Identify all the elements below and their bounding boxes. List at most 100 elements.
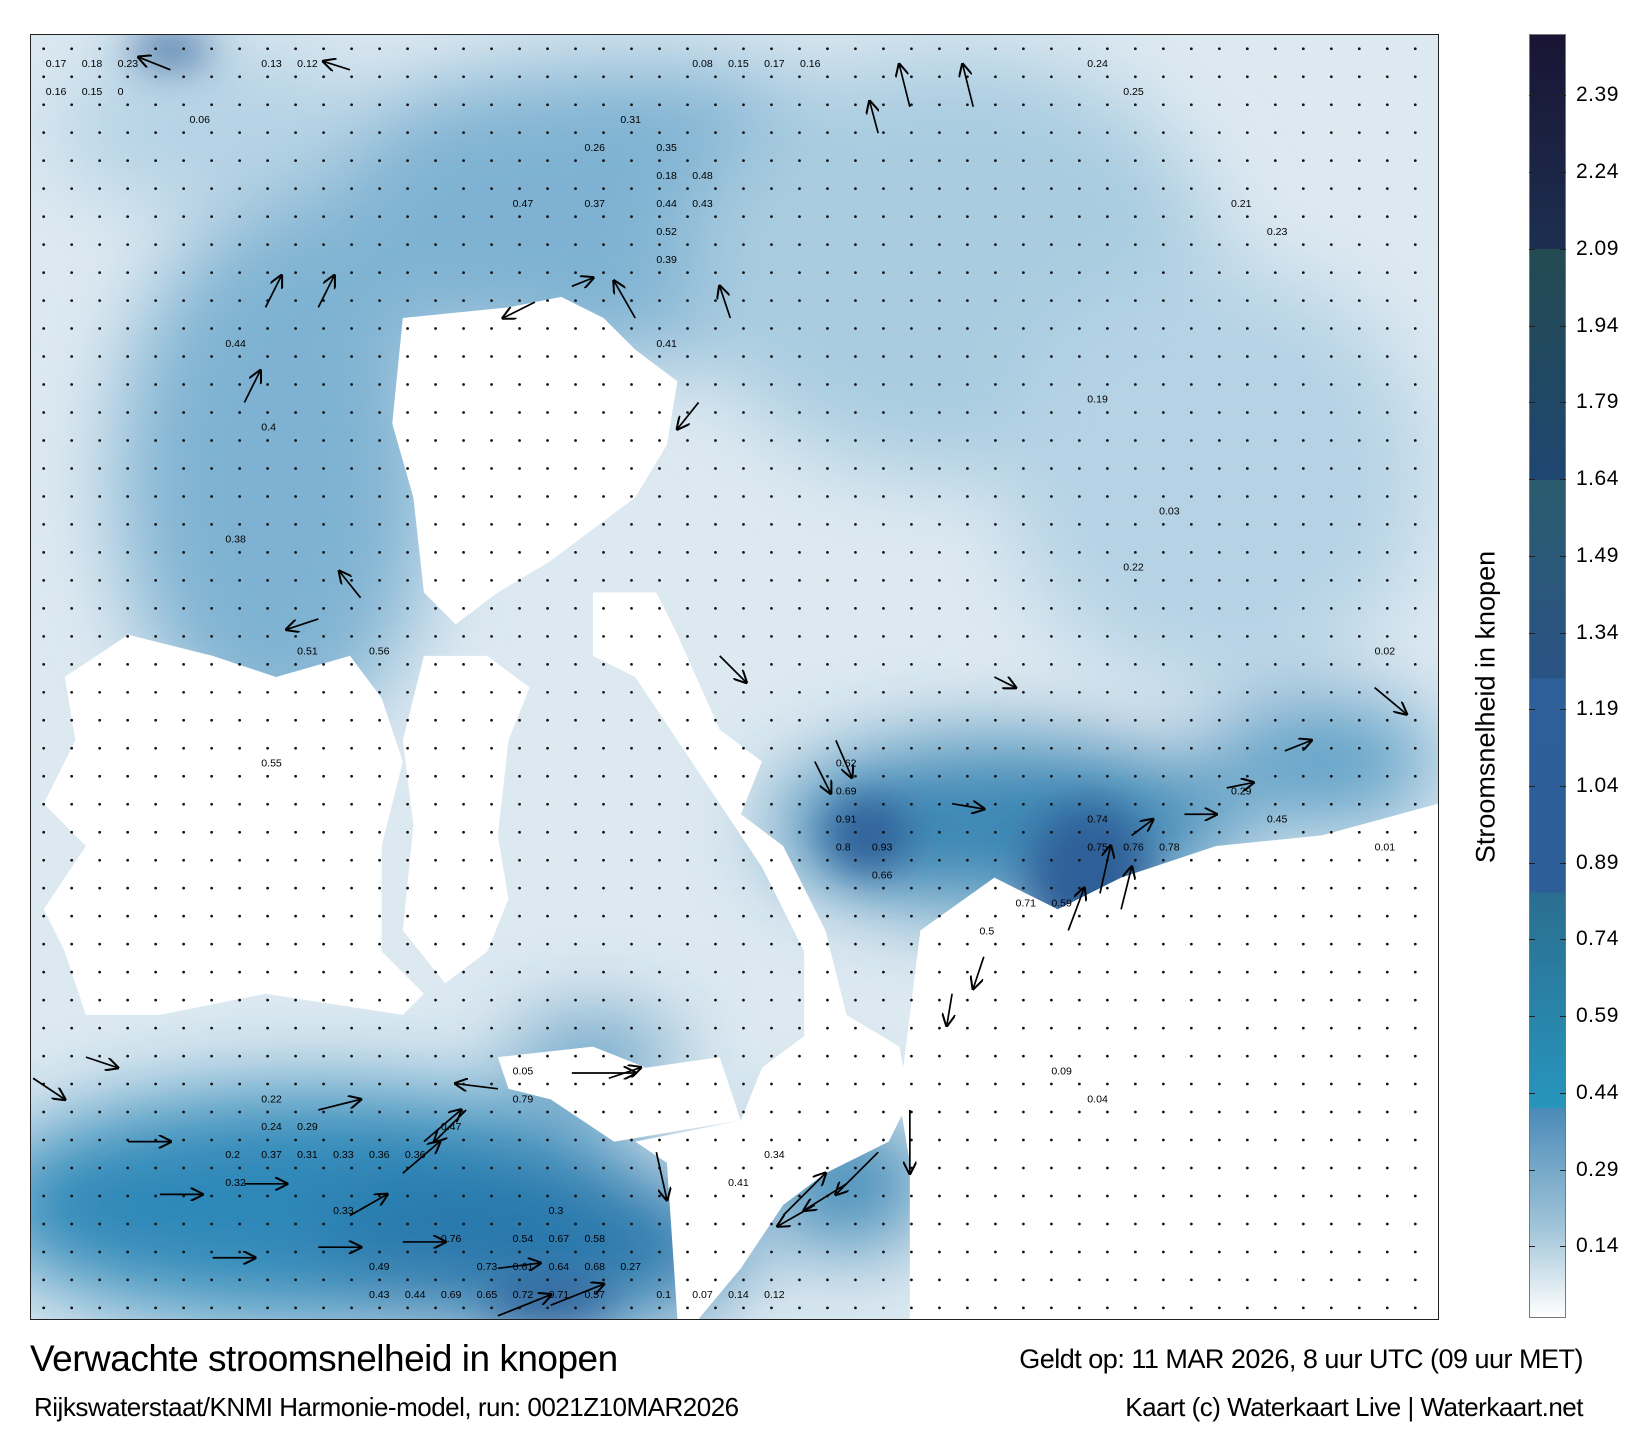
grid-dot: [994, 1194, 997, 1198]
grid-dot: [490, 1194, 493, 1198]
grid-dot: [1133, 187, 1137, 191]
grid-dot: [742, 159, 745, 163]
grid-dot: [490, 718, 493, 722]
grid-dot: [1106, 103, 1109, 107]
grid-dot: [126, 1306, 130, 1310]
current-arrow: [85, 1056, 118, 1068]
grid-dot: [770, 551, 773, 554]
grid-dot: [546, 411, 549, 414]
grid-dot: [854, 47, 857, 51]
grid-dot: [1133, 1054, 1137, 1058]
grid-dot: [630, 1110, 633, 1114]
grid-dot: [882, 774, 885, 778]
grid-dot: [1273, 970, 1277, 974]
grid-dot: [42, 299, 46, 302]
speed-value-label: 0.22: [1123, 562, 1144, 574]
grid-dot: [490, 1278, 493, 1282]
grid-dot: [1413, 551, 1417, 554]
grid-dot: [826, 718, 829, 722]
grid-dot: [518, 523, 521, 526]
grid-dot: [434, 1110, 437, 1114]
grid-dot: [1217, 858, 1221, 862]
grid-dot: [1217, 690, 1221, 694]
grid-dot: [350, 830, 353, 834]
grid-dot: [742, 802, 745, 806]
grid-dot: [378, 327, 381, 330]
grid-dot: [1050, 858, 1053, 862]
grid-dot: [294, 131, 297, 135]
grid-dot: [546, 886, 549, 890]
speed-value-label: 0: [118, 86, 124, 98]
grid-dot: [910, 103, 913, 107]
grid-dot: [1245, 75, 1249, 79]
grid-dot: [1189, 383, 1193, 386]
grid-dot: [1106, 243, 1109, 246]
grid-dot: [1022, 411, 1025, 414]
grid-dot: [70, 551, 74, 554]
grid-dot: [602, 131, 605, 135]
grid-dot: [70, 1166, 74, 1170]
grid-dot: [546, 1082, 549, 1086]
grid-dot: [490, 1222, 493, 1226]
grid-dot: [154, 327, 158, 330]
grid-dot: [770, 830, 773, 834]
grid-dot: [798, 1194, 801, 1198]
grid-dot: [966, 970, 969, 974]
speed-value-label: 0.65: [477, 1289, 498, 1301]
grid-dot: [266, 159, 269, 163]
grid-dot: [1106, 1082, 1109, 1086]
grid-dot: [1385, 1026, 1389, 1030]
grid-dot: [98, 411, 102, 414]
grid-dot: [1245, 914, 1249, 918]
grid-dot: [546, 215, 549, 218]
grid-dot: [630, 634, 633, 638]
grid-dot: [322, 327, 325, 330]
grid-dot: [70, 243, 74, 246]
grid-dot: [238, 830, 241, 834]
grid-dot: [1413, 1082, 1417, 1086]
grid-dot: [238, 970, 241, 974]
grid-dot: [966, 383, 969, 386]
grid-dot: [826, 998, 829, 1002]
colorbar-tick-label: 2.09: [1576, 236, 1619, 260]
grid-dot: [70, 1250, 74, 1254]
grid-dot: [322, 718, 325, 722]
grid-dot: [686, 495, 689, 498]
grid-dot: [182, 1026, 186, 1030]
grid-dot: [1245, 1250, 1249, 1254]
grid-dot: [1050, 1278, 1053, 1282]
grid-dot: [798, 970, 801, 974]
grid-dot: [882, 383, 885, 386]
grid-dot: [1022, 998, 1025, 1002]
grid-dot: [490, 271, 493, 274]
grid-dot: [1022, 551, 1025, 554]
grid-dot: [1050, 830, 1053, 834]
grid-dot: [686, 1110, 689, 1114]
grid-dot: [350, 774, 353, 778]
current-arrow: [571, 278, 593, 286]
grid-dot: [378, 1166, 381, 1170]
grid-dot: [1413, 858, 1417, 862]
grid-dot: [630, 551, 633, 554]
grid-dot: [994, 606, 997, 610]
grid-dot: [462, 243, 465, 246]
grid-dot: [182, 411, 186, 414]
grid-dot: [266, 858, 269, 862]
grid-dot: [1106, 662, 1109, 666]
grid-dot: [378, 1278, 381, 1282]
map-canvas: 0.17 0.18 0.230.16 0.150.13 0.12 0.08 0.15 0.16…: [31, 35, 1438, 1319]
grid-dot: [462, 299, 465, 302]
grid-dot: [1273, 1278, 1277, 1282]
grid-dot: [1050, 998, 1053, 1002]
grid-dot: [462, 914, 465, 918]
grid-dot: [210, 243, 214, 246]
grid-dot: [1161, 998, 1165, 1002]
grid-dot: [1273, 1166, 1277, 1170]
grid-dot: [1413, 1306, 1417, 1310]
grid-dot: [1413, 690, 1417, 694]
grid-dot: [1050, 1110, 1053, 1114]
grid-dot: [798, 467, 801, 470]
grid-dot: [406, 1054, 409, 1058]
grid-dot: [350, 355, 353, 358]
grid-dot: [322, 523, 325, 526]
